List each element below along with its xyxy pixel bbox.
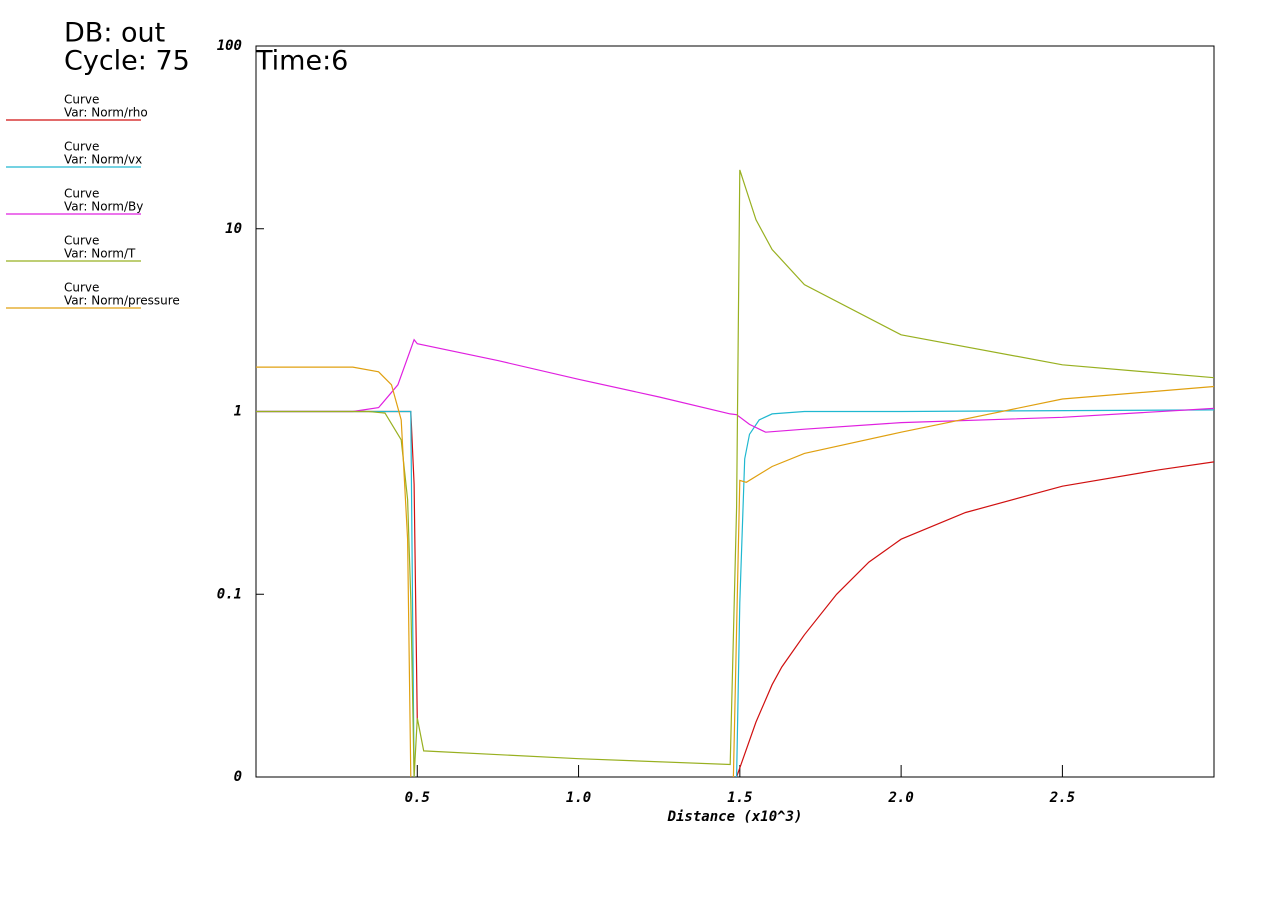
x-tick-label: 1.5 <box>727 790 752 806</box>
series-line <box>256 338 1214 433</box>
y-tick-label: 100 <box>217 38 242 54</box>
legend-label: Var: Norm/T <box>64 247 136 261</box>
x-tick-label: 2.5 <box>1049 790 1075 806</box>
cycle-label: Cycle: 75 <box>64 46 190 77</box>
legend-label: Var: Norm/pressure <box>64 294 180 308</box>
y-tick-label: 0 <box>234 769 242 785</box>
y-tick-label: 1 <box>234 404 242 420</box>
legend-label: Var: Norm/vx <box>64 153 142 167</box>
legend-heading: Curve <box>64 140 99 154</box>
legend-label: Var: Norm/By <box>64 200 143 214</box>
y-tick-label: 10 <box>225 221 242 237</box>
legend-heading: Curve <box>64 93 99 107</box>
x-tick-label: 0.5 <box>405 790 430 806</box>
legend-heading: Curve <box>64 234 99 248</box>
legend-label: Var: Norm/rho <box>64 106 148 120</box>
series-line <box>256 366 1214 777</box>
x-tick-label: 1.0 <box>566 790 591 806</box>
x-tick-label: 2.0 <box>887 790 913 806</box>
time-label: Time:6 <box>255 46 348 77</box>
legend-heading: Curve <box>64 281 99 295</box>
legend-heading: Curve <box>64 187 99 201</box>
series-line <box>256 169 1214 777</box>
x-axis-label: Distance (x10^3) <box>667 809 803 825</box>
db-label: DB: out <box>64 18 165 49</box>
y-tick-label: 0.1 <box>217 586 242 602</box>
